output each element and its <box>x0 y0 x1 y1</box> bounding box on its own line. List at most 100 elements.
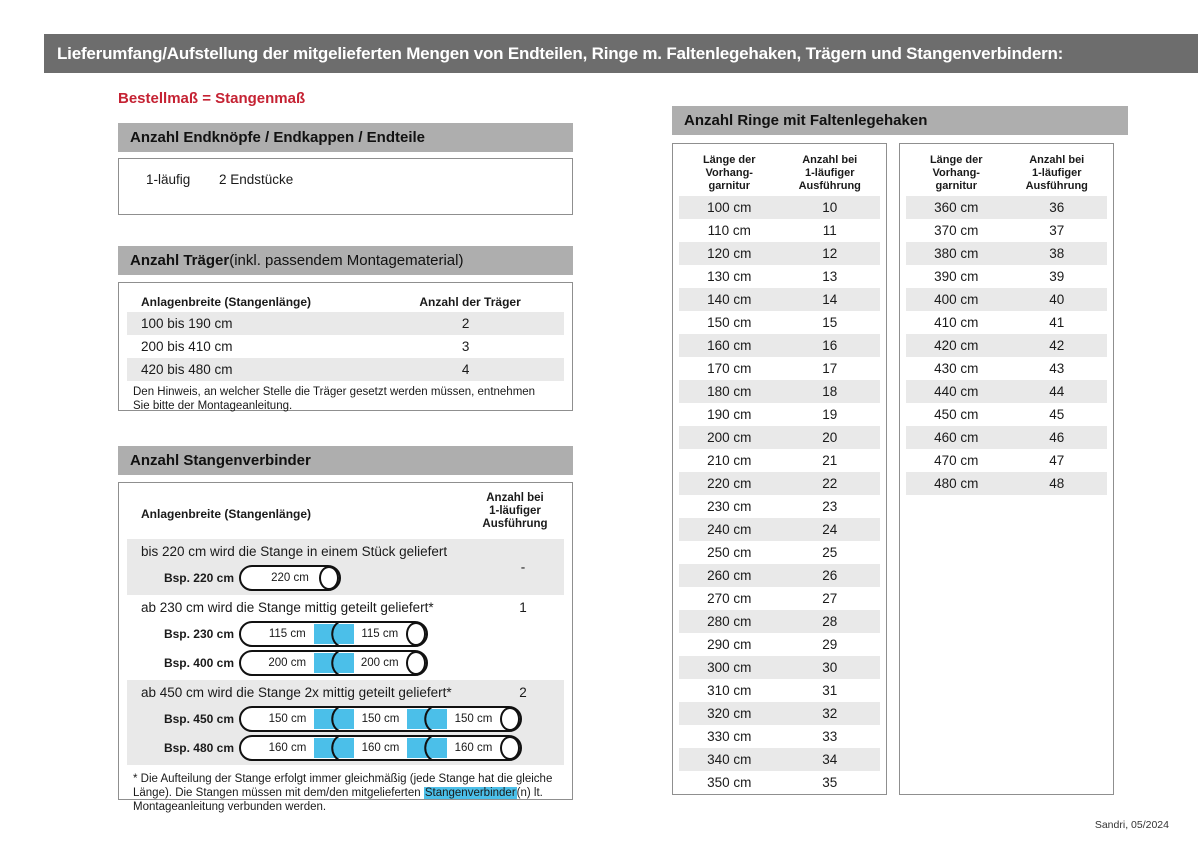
rod-joint-arc-icon <box>424 705 433 732</box>
ringe-length-cell: 220 cm <box>707 476 752 491</box>
ringe-row: 130 cm 13 <box>679 265 880 288</box>
ringe-count-cell: 23 <box>822 499 838 514</box>
ringe-row: 330 cm 33 <box>679 725 880 748</box>
rod-diagram: 150 cm 150 cm 150 cm <box>239 705 522 732</box>
verbinder-row: bis 220 cm wird die Stange in einem Stüc… <box>127 539 564 595</box>
ringe-length-cell: 480 cm <box>934 476 979 491</box>
ringe-row: 430 cm 43 <box>906 357 1107 380</box>
rod-segment-label: 200 cm <box>268 656 307 669</box>
traeger-col2-header: Anzahl der Träger <box>419 294 521 309</box>
ringe-count-cell: 37 <box>1049 223 1065 238</box>
ringe-length-cell: 410 cm <box>934 315 979 330</box>
rod-joint-arc-icon <box>331 734 340 761</box>
ringe-row: 140 cm 14 <box>679 288 880 311</box>
rod-segment-label: 150 cm <box>268 712 307 725</box>
ringe-count-cell: 27 <box>822 591 838 606</box>
ringe-length-cell: 240 cm <box>707 522 752 537</box>
ringe-row: 160 cm 16 <box>679 334 880 357</box>
traeger-row: 420 bis 480 cm 4 <box>127 358 564 381</box>
ringe-table-1: Länge der Vorhang-garnitur Anzahl bei 1-läu… <box>672 143 887 795</box>
rod-connector-icon <box>313 734 354 761</box>
ringe-length-cell: 170 cm <box>707 361 752 376</box>
ringe-length-cell: 130 cm <box>707 269 752 284</box>
ringe-row: 360 cm 36 <box>906 196 1107 219</box>
rod-segment-label: 115 cm <box>361 627 399 640</box>
ringe-row: 450 cm 45 <box>906 403 1107 426</box>
rod-example-row: Bsp. 480 cm 160 cm 160 cm 160 cm <box>127 733 564 762</box>
verbinder-row: ab 450 cm wird die Stange 2x mittig gete… <box>127 680 564 765</box>
ringe-col2-line: Anzahl bei <box>802 154 858 166</box>
ringe-count-cell: 36 <box>1049 200 1065 215</box>
rod-diagram: 200 cm 200 cm <box>239 649 428 676</box>
ringe-col2-line: 1-läufiger <box>804 167 855 179</box>
ringe-count-cell: 47 <box>1049 453 1065 468</box>
ringe-count-cell: 16 <box>822 338 838 353</box>
traeger-range-cell: 100 bis 190 cm <box>141 316 233 331</box>
ringe-length-cell: 370 cm <box>934 223 979 238</box>
ringe-tables: Länge der Vorhang-garnitur Anzahl bei 1-läu… <box>672 143 1128 795</box>
rod-segment-label: 150 cm <box>361 712 400 725</box>
ringe-col1-line: garnitur <box>708 180 751 192</box>
ringe-count-cell: 44 <box>1049 384 1065 399</box>
rod-example-label: Bsp. 480 cm <box>163 740 234 755</box>
ringe-count-cell: 15 <box>822 315 838 330</box>
ringe-length-cell: 440 cm <box>934 384 979 399</box>
rod-connector-icon <box>313 649 354 676</box>
rod-endcap-icon <box>406 621 426 646</box>
page-footer: Sandri, 05/2024 <box>1094 819 1169 831</box>
verbinder-row-text: ab 230 cm wird die Stange mittig geteilt… <box>141 600 434 615</box>
ringe-length-cell: 350 cm <box>707 775 752 790</box>
ringe-row: 250 cm 25 <box>679 541 880 564</box>
rod-diagram: 115 cm 115 cm <box>239 620 428 647</box>
ringe-count-cell: 45 <box>1049 407 1065 422</box>
ringe-count-cell: 19 <box>822 407 838 422</box>
rod-endcap-icon <box>406 650 426 675</box>
connector-fill <box>406 708 447 729</box>
ringe-col1-line: Länge der <box>929 154 983 166</box>
rod-example-label: Bsp. 230 cm <box>163 626 234 641</box>
section-header-traeger-bold: Anzahl Träger <box>130 252 230 269</box>
ringe-count-cell: 32 <box>822 706 838 721</box>
ringe-row: 120 cm 12 <box>679 242 880 265</box>
ringe-col1-header: Länge der Vorhang-garnitur <box>906 154 1007 193</box>
ringe-length-cell: 140 cm <box>707 292 752 307</box>
connector-fill <box>313 737 354 758</box>
page-title-bar: Lieferumfang/Aufstellung der mitgeliefer… <box>44 34 1198 73</box>
ringe-header-row: Länge der Vorhang-garnitur Anzahl bei 1-läu… <box>679 150 880 196</box>
verbinder-row-text: ab 450 cm wird die Stange 2x mittig gete… <box>141 685 452 700</box>
ringe-table-2: Länge der Vorhang-garnitur Anzahl bei 1-läu… <box>899 143 1114 795</box>
verbinder-rows: bis 220 cm wird die Stange in einem Stüc… <box>119 539 572 765</box>
rod-connector-icon <box>313 705 354 732</box>
verbinder-row-count: 2 <box>519 685 527 700</box>
ringe-row: 470 cm 47 <box>906 449 1107 472</box>
traeger-rows: 100 bis 190 cm 2 200 bis 410 cm 3 420 bis 48… <box>119 312 572 381</box>
ringe-count-cell: 35 <box>822 775 838 790</box>
footnote-post: (n) lt. Montageanleitung verbunden werde… <box>133 787 543 813</box>
ringe-col1-header: Länge der Vorhang-garnitur <box>679 154 780 193</box>
rod-diagram: 160 cm 160 cm 160 cm <box>239 734 522 761</box>
ringe-length-cell: 190 cm <box>707 407 752 422</box>
ringe-row: 200 cm 20 <box>679 426 880 449</box>
ringe-row: 310 cm 31 <box>679 679 880 702</box>
ringe-count-cell: 39 <box>1049 269 1065 284</box>
ringe-row: 180 cm 18 <box>679 380 880 403</box>
ringe-length-cell: 180 cm <box>707 384 752 399</box>
ringe-count-cell: 41 <box>1049 315 1065 330</box>
ringe-col2-line: Anzahl bei <box>1029 154 1085 166</box>
ringe-row: 170 cm 17 <box>679 357 880 380</box>
ringe-col2-header: Anzahl bei 1-läufiger Ausführung <box>780 154 881 193</box>
ringe-col1-line: garnitur <box>935 180 978 192</box>
ringe-row: 280 cm 28 <box>679 610 880 633</box>
section-header-traeger-rest: (inkl. passendem Montagematerial) <box>229 252 464 269</box>
ringe-count-cell: 21 <box>822 453 838 468</box>
ringe-count-cell: 30 <box>822 660 838 675</box>
traeger-count-cell: 3 <box>461 339 470 354</box>
ringe-count-cell: 28 <box>822 614 838 629</box>
verbinder-col2-line: Ausführung <box>482 518 548 530</box>
page-title: Lieferumfang/Aufstellung der mitgeliefer… <box>57 43 1064 63</box>
ringe-row: 240 cm 24 <box>679 518 880 541</box>
verbinder-row-count: - <box>520 559 526 575</box>
ringe-length-cell: 210 cm <box>707 453 752 468</box>
section-header-endteile-label: Anzahl Endknöpfe / Endkappen / Endteile <box>130 129 426 146</box>
ringe-length-cell: 200 cm <box>707 430 752 445</box>
